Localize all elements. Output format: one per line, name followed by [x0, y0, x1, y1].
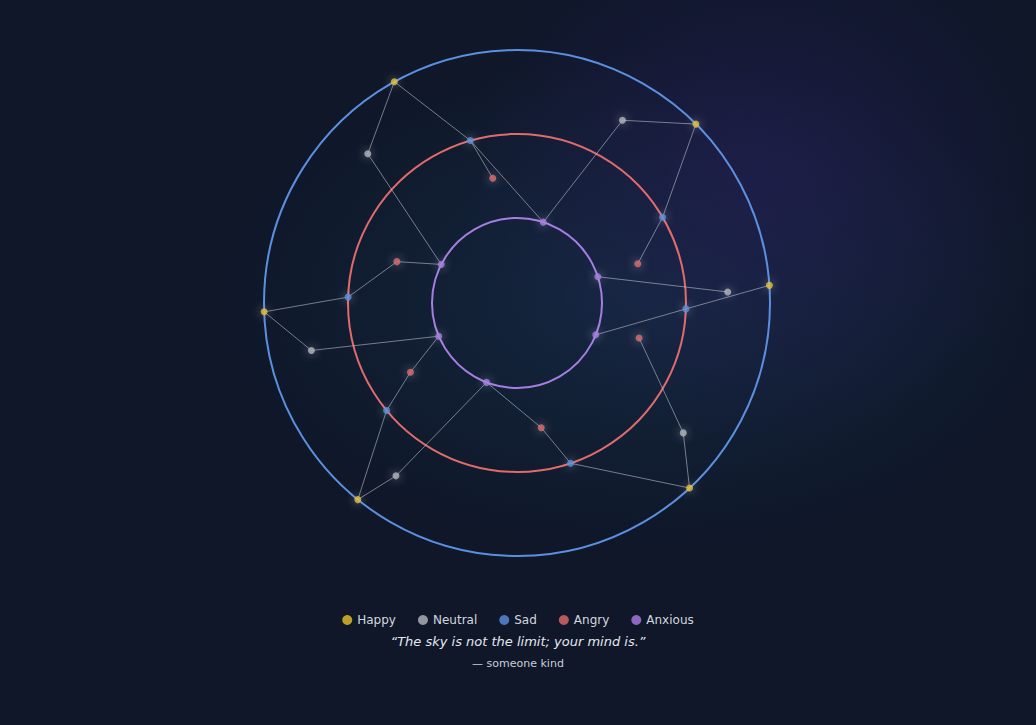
svg-text:Neutral: Neutral: [433, 613, 477, 627]
svg-text:Angry: Angry: [574, 613, 609, 627]
html-text:— someone kind: — someone kind: [472, 657, 564, 670]
svg-text:Sad: Sad: [514, 613, 537, 627]
svg-text:Happy: Happy: [357, 613, 396, 627]
svg-text:Anxious: Anxious: [646, 613, 693, 627]
html-text:“The sky is not the limit; you: “The sky is not the limit; your mind is.…: [390, 634, 646, 649]
